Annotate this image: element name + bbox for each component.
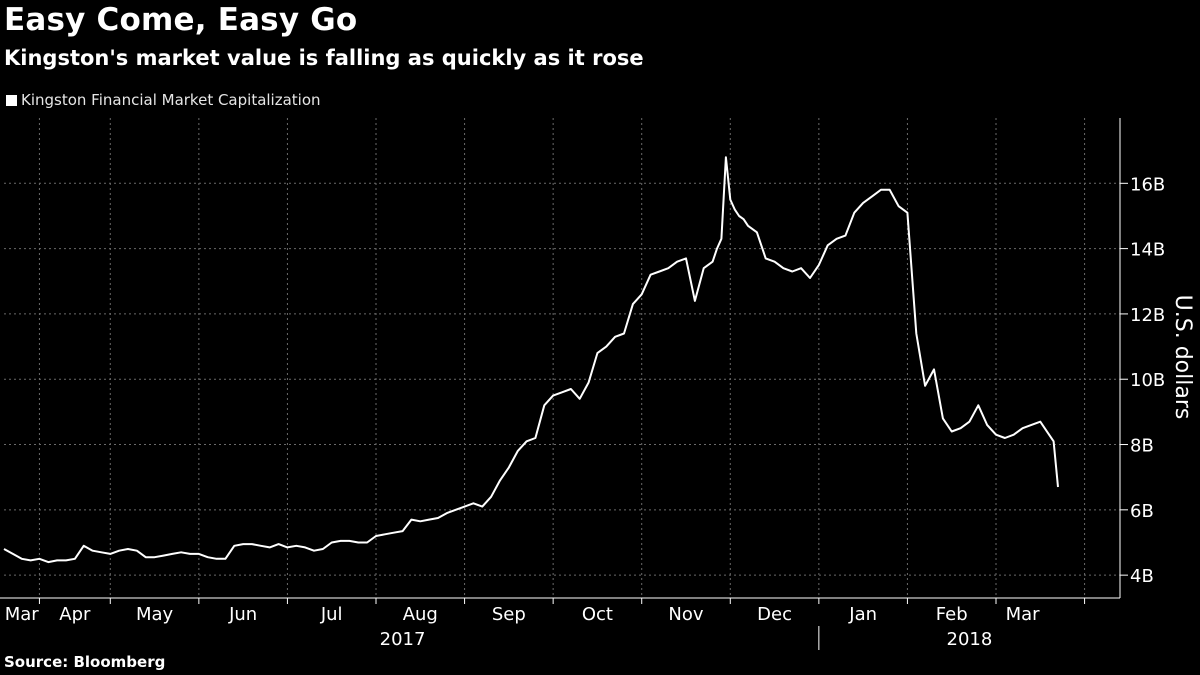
legend: Kingston Financial Market Capitalization	[6, 91, 321, 109]
year-label: 2017	[380, 629, 426, 650]
x-tick-label: Jun	[228, 604, 257, 625]
legend-swatch	[6, 94, 17, 106]
series-layer	[3, 156, 1059, 564]
y-tick-label: 6B	[1130, 501, 1154, 522]
x-tick-label: Apr	[59, 604, 91, 625]
y-tick-label: 10B	[1130, 370, 1165, 391]
y-tick-label: 4B	[1130, 566, 1154, 587]
axes: 4B 6B 8B 10B 12B 14B 16B Mar Apr May Jun Jul Aug Sep O…	[0, 118, 1195, 650]
grid	[4, 118, 1120, 598]
legend-label: Kingston Financial Market Capitalization	[21, 91, 321, 109]
x-tick-label: Oct	[582, 604, 613, 625]
series-line	[3, 156, 1059, 564]
x-tick-label: Mar	[5, 604, 40, 625]
x-tick-label: May	[136, 604, 174, 625]
x-tick-label: Sep	[492, 604, 526, 625]
x-tick-label: Mar	[1006, 604, 1041, 625]
y-tick-label: 12B	[1130, 305, 1165, 326]
x-tick-label: Jul	[320, 604, 343, 625]
y-axis-title: U.S. dollars	[1170, 295, 1195, 420]
x-tick-label: Aug	[403, 604, 438, 625]
y-tick-label: 14B	[1130, 240, 1165, 261]
year-label: 2018	[947, 629, 993, 650]
y-tick-label: 16B	[1130, 174, 1165, 195]
x-tick-label: Nov	[668, 604, 703, 625]
chart-subtitle: Kingston's market value is falling as qu…	[4, 46, 644, 70]
source-note: Source: Bloomberg	[4, 653, 166, 671]
x-tick-label: Feb	[936, 604, 968, 625]
chart-title: Easy Come, Easy Go	[4, 2, 358, 38]
x-tick-label: Jan	[848, 604, 877, 625]
y-tick-label: 8B	[1130, 436, 1154, 457]
x-tick-label: Dec	[757, 604, 792, 625]
